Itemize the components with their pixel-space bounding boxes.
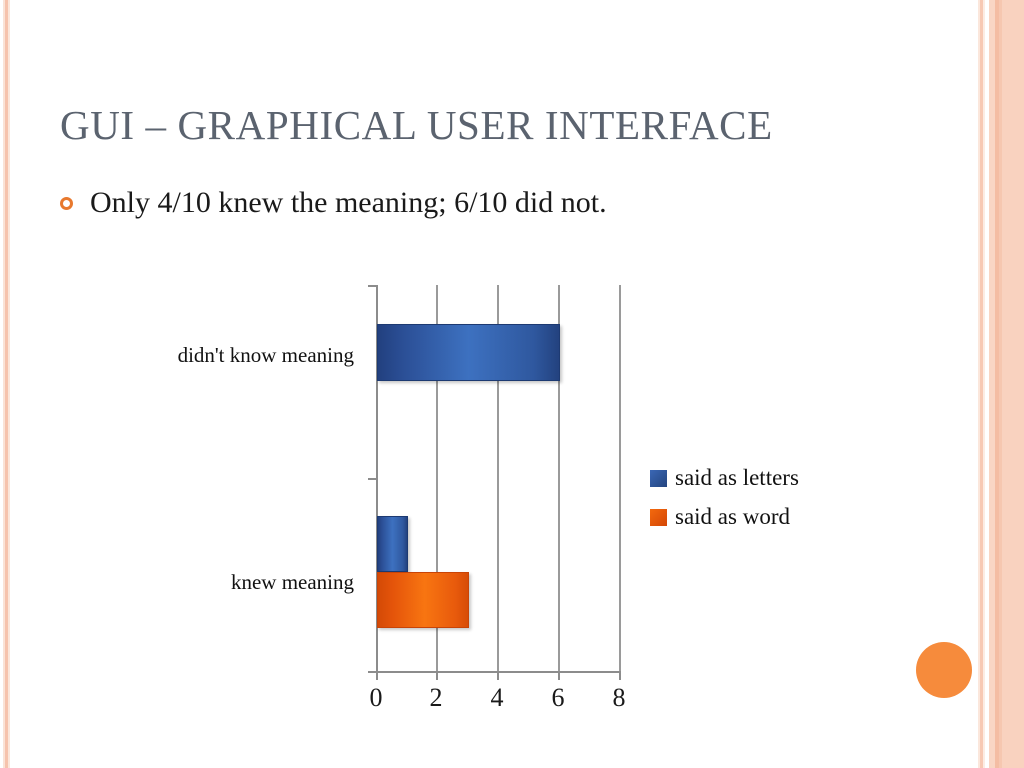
chart-xticklabel-6: 6 <box>551 683 565 712</box>
chart-bar-knew-said-as-letters <box>377 516 408 572</box>
legend-entry-said-as-letters: said as letters <box>650 465 870 491</box>
circle-outline-bullet-icon <box>60 197 73 210</box>
chart-ytick-bottom <box>368 671 377 673</box>
chart-legend: said as letters said as word <box>650 465 870 543</box>
chart-gridline-6 <box>558 285 560 673</box>
right-edge-stripe-3 <box>983 0 985 768</box>
chart-xtick-2 <box>436 671 438 680</box>
right-edge-stripe-1 <box>978 0 980 768</box>
right-edge-stripe-7 <box>1002 0 1024 768</box>
chart-xtick-4 <box>497 671 499 680</box>
slide-title: GUI – GRAPHICAL USER INTERFACE <box>60 102 773 148</box>
chart-xticklabel-2: 2 <box>429 683 443 712</box>
chart-xtick-8 <box>619 671 621 680</box>
chart-ytick-top <box>368 285 377 287</box>
chart-y-axis <box>376 285 378 673</box>
right-edge-stripe-4 <box>989 0 995 768</box>
chart-plot-area: 0 2 4 6 8 didn't know meaning knew meani… <box>178 285 626 712</box>
legend-entry-said-as-word: said as word <box>650 504 870 530</box>
chart-category-label-knew-meaning: knew meaning <box>230 570 354 594</box>
bullet-item-text: Only 4/10 knew the meaning; 6/10 did not… <box>90 186 607 219</box>
chart-category-label-didnt-know-meaning: didn't know meaning <box>177 343 354 367</box>
chart-gridline-8 <box>619 285 621 673</box>
chart-xticklabel-0: 0 <box>369 683 383 712</box>
right-edge-stripe-6 <box>999 0 1002 768</box>
chart-bar-didnt-know-said-as-letters <box>377 324 560 381</box>
chart-xticklabel-8: 8 <box>612 683 626 712</box>
right-edge-stripe-2 <box>980 0 983 768</box>
left-edge-stripe-3 <box>8 0 10 768</box>
right-edge-stripe-5 <box>995 0 999 768</box>
left-edge-stripe-1 <box>3 0 5 768</box>
legend-label-said-as-letters: said as letters <box>675 465 799 490</box>
chart-gridline-2 <box>436 285 438 673</box>
legend-label-said-as-word: said as word <box>675 504 790 529</box>
left-edge-stripe-2 <box>5 0 8 768</box>
chart-gridline-4 <box>497 285 499 673</box>
legend-swatch-blue-icon <box>650 469 667 487</box>
bar-chart: 0 2 4 6 8 didn't know meaning knew meani… <box>160 275 860 715</box>
chart-ytick-mid <box>368 478 377 480</box>
chart-xtick-6 <box>558 671 560 680</box>
chart-bar-knew-said-as-word <box>377 572 469 628</box>
chart-xticklabel-4: 4 <box>490 683 504 712</box>
orange-circle-decoration-icon <box>916 642 972 698</box>
legend-swatch-orange-icon <box>650 508 667 526</box>
bullet-list-item: Only 4/10 knew the meaning; 6/10 did not… <box>60 186 900 219</box>
chart-xtick-0 <box>376 671 378 680</box>
